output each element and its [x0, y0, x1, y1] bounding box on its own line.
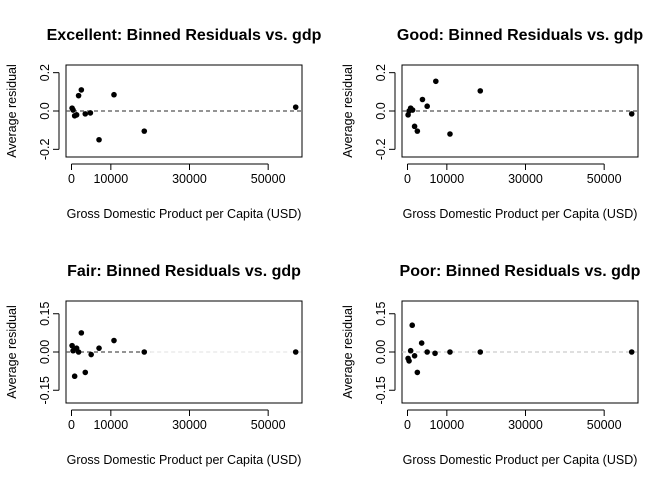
data-point [414, 369, 421, 376]
data-point [411, 353, 418, 359]
y-tick-label: 0.00 [38, 340, 52, 364]
data-point [407, 347, 414, 354]
x-tick-label: 10000 [93, 418, 128, 432]
y-tick-label: -0.2 [38, 139, 52, 161]
data-point [433, 78, 439, 85]
data-point [419, 96, 426, 103]
x-tick-label: 0 [68, 418, 75, 432]
x-tick-label: 50000 [587, 418, 622, 432]
y-tick-label: 0.2 [374, 64, 388, 81]
data-point [477, 88, 484, 94]
x-tick-label: 0 [404, 172, 411, 186]
data-point [88, 351, 94, 358]
x-axis-label: Gross Domestic Product per Capita (USD) [403, 207, 638, 221]
data-point [78, 87, 85, 93]
x-axis-label: Gross Domestic Product per Capita (USD) [67, 207, 302, 221]
data-point [409, 322, 416, 329]
data-point [82, 111, 89, 117]
data-point [75, 349, 82, 355]
data-point [628, 349, 635, 355]
panel-1: Good: Binned Residuals vs. gdp 0 10000 3000… [341, 27, 643, 221]
data-point [292, 349, 299, 355]
data-point [406, 358, 412, 364]
y-axis-label: Average residual [5, 64, 19, 158]
data-point [409, 107, 416, 113]
y-tick-label: 0.15 [38, 302, 52, 326]
x-tick-label: 0 [404, 418, 411, 432]
data-point [447, 131, 453, 137]
data-point [292, 104, 299, 110]
x-tick-label: 10000 [429, 418, 464, 432]
data-point [111, 337, 117, 344]
x-axis-label: Gross Domestic Product per Capita (USD) [67, 453, 302, 467]
x-axis-label: Gross Domestic Product per Capita (USD) [403, 453, 638, 467]
data-point [71, 373, 78, 380]
data-point [424, 103, 430, 110]
y-tick-label: -0.15 [38, 376, 52, 405]
x-tick-label: 30000 [172, 418, 207, 432]
y-tick-label: 0.15 [374, 302, 388, 326]
data-point [418, 340, 425, 346]
data-point [73, 112, 80, 118]
x-tick-label: 10000 [429, 172, 464, 186]
data-point [111, 91, 117, 98]
chart-title: Good: Binned Residuals vs. gdp [397, 27, 643, 44]
data-point [414, 128, 421, 134]
y-tick-label: -0.15 [374, 376, 388, 405]
y-tick-label: 0.0 [374, 102, 388, 119]
panel-3: Poor: Binned Residuals vs. gdp 0 10000 3000… [341, 263, 641, 467]
y-axis-label: Average residual [341, 305, 355, 399]
data-point [432, 350, 438, 357]
x-tick-label: 30000 [508, 172, 543, 186]
data-point [424, 349, 430, 355]
data-point [69, 342, 75, 349]
x-tick-label: 30000 [172, 172, 207, 186]
panel-0: Excellent: Binned Residuals vs. gdp 0 1000… [5, 27, 322, 221]
data-point [141, 349, 148, 355]
data-point [96, 136, 102, 143]
y-axis-label: Average residual [341, 64, 355, 158]
data-point [82, 369, 89, 376]
x-tick-label: 10000 [93, 172, 128, 186]
data-point [78, 330, 85, 336]
data-point [628, 111, 635, 117]
chart-title: Poor: Binned Residuals vs. gdp [400, 263, 641, 280]
data-point [141, 128, 148, 134]
x-tick-label: 50000 [587, 172, 622, 186]
data-point [411, 123, 418, 130]
data-point [70, 107, 76, 113]
y-tick-label: 0.00 [374, 340, 388, 364]
x-tick-label: 50000 [251, 172, 286, 186]
x-tick-label: 30000 [508, 418, 543, 432]
x-tick-label: 0 [68, 172, 75, 186]
data-point [75, 92, 82, 99]
data-point [447, 349, 453, 355]
data-point [477, 349, 484, 355]
data-point [87, 110, 94, 116]
chart-title: Fair: Binned Residuals vs. gdp [67, 263, 301, 280]
data-point [96, 345, 102, 351]
x-tick-label: 50000 [251, 418, 286, 432]
y-tick-label: 0.0 [38, 102, 52, 119]
panel-2: Fair: Binned Residuals vs. gdp 0 10000 3000… [5, 263, 303, 467]
y-axis-label: Average residual [5, 305, 19, 399]
chart-title: Excellent: Binned Residuals vs. gdp [47, 27, 322, 44]
y-tick-label: 0.2 [38, 64, 52, 81]
y-tick-label: -0.2 [374, 139, 388, 161]
